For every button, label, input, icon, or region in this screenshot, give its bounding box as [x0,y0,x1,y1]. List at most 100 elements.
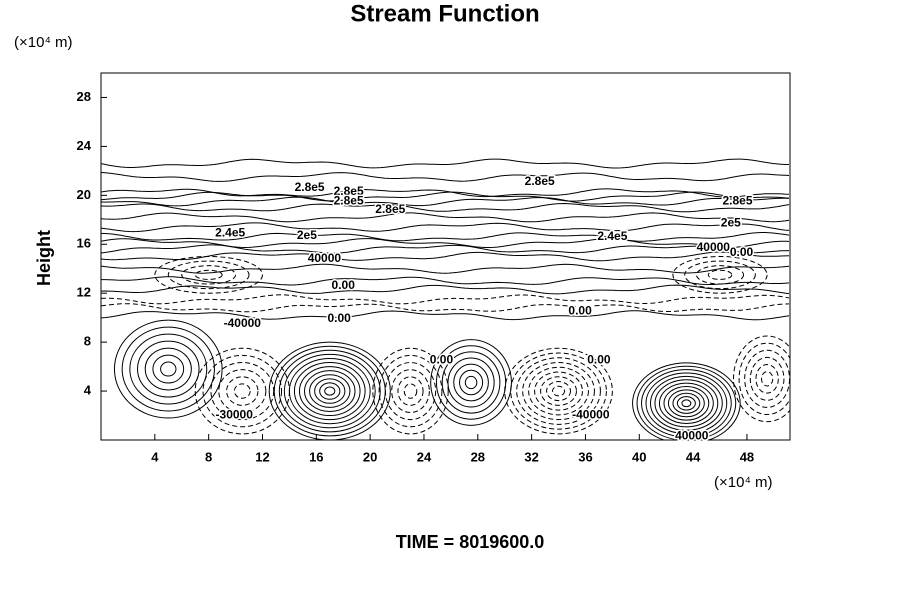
contour-cell [113,319,223,419]
contour-line [672,392,701,414]
contour-label: -40000 [224,316,262,330]
contour-cell [268,341,391,440]
contour-line [504,347,613,435]
contour-line [137,340,200,398]
contour-line [552,385,566,397]
contour-line [459,369,484,396]
contour-cell [632,362,741,440]
contour-label: 40000 [308,251,342,265]
contour-line [278,349,381,433]
contour-line [632,362,741,440]
x-tick-label: 20 [363,449,377,464]
contour-label: 0.00 [730,245,754,259]
contour-layer [101,284,790,295]
contour-label: 2.8e5 [525,174,555,188]
contour-line [732,335,790,423]
contour-line [397,376,424,406]
contour-line [309,374,351,408]
contour-line [636,365,737,440]
contour-line [430,339,512,426]
y-axis-label: Height [34,230,54,286]
contour-label: 0.00 [328,311,352,325]
y-tick-label: 20 [77,187,91,202]
contour-line [298,366,361,417]
contour-cell [194,347,290,435]
y-tick-label: 28 [77,89,91,104]
plot-area [101,158,790,440]
contour-line [233,383,251,399]
contour-line [293,362,366,421]
y-tick-label: 12 [77,285,91,300]
contour-line [658,382,714,424]
contour-layer [101,222,790,233]
contour-layer [101,212,790,223]
contour-label: 40000 [697,240,731,254]
contour-label: 0.00 [568,304,592,318]
contour-cell [504,347,613,435]
contour-layer [101,238,790,249]
y-tick-label: 4 [84,383,92,398]
x-tick-label: 40 [632,449,646,464]
contour-layer [101,251,790,262]
x-tick-label: 8 [205,449,212,464]
contour-line [324,386,336,396]
contour-layer [101,188,790,198]
contour-line [384,362,437,421]
contour-line [319,382,341,400]
contour-line [672,256,768,294]
contour-line [684,260,756,290]
contour-line [160,361,177,377]
contour-line [510,352,607,430]
contour-line [641,369,732,438]
contour-label: 0.00 [430,353,454,367]
contour-label: 2.8e5 [375,202,405,216]
contour-line [744,349,790,408]
contour-line [152,354,185,384]
contour-line [649,375,723,431]
contour-line [288,357,371,425]
x-tick-label: 12 [255,449,269,464]
contour-line [522,362,595,421]
contour-label: 2.4e5 [597,229,627,243]
contour-line [304,370,356,412]
contour-line [738,342,790,416]
contour-line [268,341,391,440]
contour-cell [372,347,449,435]
contour-line [516,357,601,425]
contour-line [121,326,215,412]
x-tick-label: 16 [309,449,323,464]
y-tick-label: 24 [77,138,92,153]
contour-label: -40000 [572,408,610,422]
contour-line [645,372,728,435]
contour-layer [101,276,790,286]
contour-line [546,381,572,402]
contour-line [378,354,443,428]
contour-line [749,356,785,401]
contour-line [129,333,208,405]
chart-title: Stream Function [350,0,539,27]
contour-cell [732,335,790,423]
y-unit-label: (×10⁴ m) [14,34,73,51]
contour-line [403,383,418,399]
y-tick-label: 16 [77,236,91,251]
contour-line [676,396,696,411]
contour-label: -30000 [216,408,254,422]
contour-line [391,369,430,413]
contour-label: 2.8e5 [334,184,364,198]
contour-line [667,389,705,418]
contour-line [534,371,583,411]
contour-line [761,371,774,387]
contour-line [273,345,386,437]
x-tick-label: 28 [471,449,485,464]
contour-layer [101,303,790,313]
contour-line [453,363,489,402]
contour-layer [101,244,790,254]
contour-label: 2e5 [297,228,317,242]
contour-label: 0.00 [332,278,356,292]
x-tick-label: 24 [417,449,432,464]
contour-line [210,362,275,421]
x-tick-label: 44 [686,449,701,464]
contour-line [654,379,719,428]
